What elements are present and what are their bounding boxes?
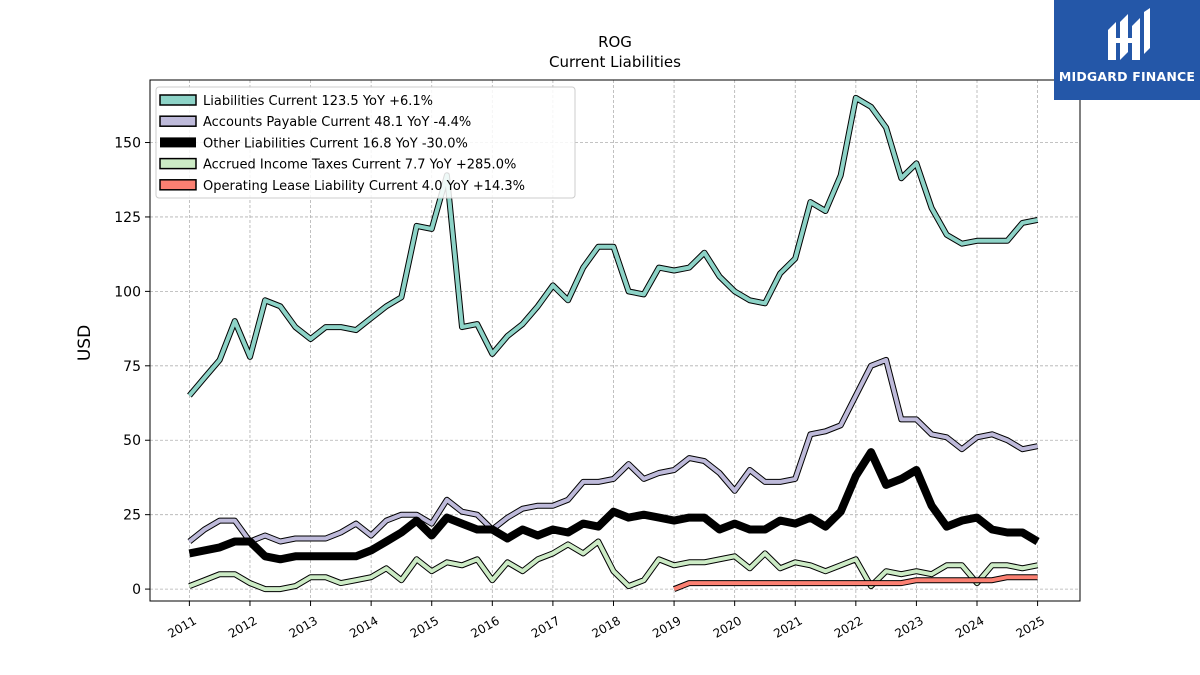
legend-swatch: [159, 157, 197, 170]
logo-wordmark: MIDGARD FINANCE: [1058, 69, 1196, 84]
legend-box: [155, 86, 576, 199]
series-line: [188, 357, 1038, 544]
logo-mark-icon: [1108, 8, 1150, 60]
legend-label: Liabilities Current 123.5 YoY +6.1%: [203, 94, 433, 109]
y-tick-label: 0: [132, 582, 141, 598]
x-tick-label: 2023: [892, 613, 925, 640]
legend: Liabilities Current 123.5 YoY +6.1% Accou…: [155, 86, 576, 199]
legend-label: Operating Lease Liability Current 4.0 Yo…: [203, 179, 525, 194]
x-tick-label: 2016: [468, 613, 501, 640]
legend-swatch: [159, 179, 197, 191]
y-tick-label: 150: [114, 136, 141, 152]
y-tick-label: 100: [114, 284, 141, 300]
y-tick-label: 75: [123, 359, 141, 375]
x-tick-label: 2018: [590, 613, 623, 640]
x-tick-label: 2011: [165, 613, 198, 640]
x-tick-label: 2015: [408, 613, 441, 640]
legend-swatch: [159, 94, 197, 106]
chart-subtitle: Current Liabilities: [549, 53, 681, 71]
series-layer: [187, 94, 1040, 593]
legend-label: Accrued Income Taxes Current 7.7 YoY +28…: [203, 158, 516, 173]
axis-ticks: 0 25 50 75 100 125 150 2011 2012 2013 2014 2015 2016…: [114, 136, 1047, 641]
legend-swatch: [159, 115, 197, 127]
y-axis-label: USD: [75, 325, 95, 361]
x-tick-label: 2017: [529, 613, 562, 640]
x-tick-label: 2020: [711, 613, 744, 640]
x-tick-label: 2012: [226, 613, 259, 640]
series-line: [187, 95, 1038, 397]
series-line: [188, 448, 1040, 564]
y-tick-label: 25: [123, 508, 141, 524]
x-tick-label: 2021: [771, 613, 804, 640]
legend-label: Other Liabilities Current 16.8 YoY -30.0…: [203, 136, 468, 151]
x-tick-label: 2013: [287, 613, 320, 640]
x-tick-label: 2024: [953, 613, 986, 640]
x-tick-label: 2025: [1014, 613, 1047, 640]
series-line: [188, 539, 1038, 592]
x-tick-label: 2014: [347, 613, 380, 640]
midgard-finance-logo: MIDGARD FINANCE: [1054, 0, 1200, 100]
legend-label: Accounts Payable Current 48.1 YoY -4.4%: [203, 115, 471, 130]
x-tick-label: 2022: [832, 613, 865, 640]
legend-swatch: [160, 137, 196, 148]
y-tick-label: 50: [123, 433, 141, 449]
plot-frame: [149, 79, 1081, 602]
chart-title: ROG: [598, 33, 632, 51]
x-tick-label: 2019: [650, 613, 683, 640]
series-line: [673, 575, 1038, 591]
y-tick-label: 125: [114, 210, 141, 226]
